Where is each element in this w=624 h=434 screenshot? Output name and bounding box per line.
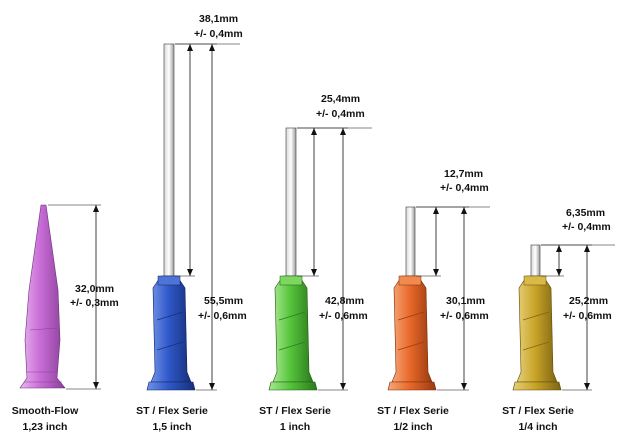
st-1-4-caption-size: 1/4 inch xyxy=(518,421,557,433)
st-1-2-total-tolerance: +/- 0,6mm xyxy=(440,310,489,322)
needle-1-2 xyxy=(405,206,416,277)
hub-1-4 xyxy=(516,275,558,383)
smooth-flow-caption-size: 1,23 inch xyxy=(23,421,68,433)
st-1-total-tolerance: +/- 0,6mm xyxy=(319,310,368,322)
st-1-caption-name: ST / Flex Serie xyxy=(259,405,331,417)
tip-st-flex-1-2: 12,7mm +/- 0,4mm 30,1mm +/- 0,6mm ST / F… xyxy=(377,168,490,433)
tip-st-flex-1: 25,4mm +/- 0,4mm 42,8mm +/- 0,6mm ST / F… xyxy=(259,93,372,433)
needle-1-5 xyxy=(163,43,175,277)
st-1-5-total-length: 55,5mm xyxy=(204,295,243,307)
hub-1-2 xyxy=(391,275,433,383)
st-1-total-length: 42,8mm xyxy=(325,295,364,307)
st-1-5-needle-tolerance: +/- 0,4mm xyxy=(194,28,243,40)
smooth-flow-cone xyxy=(19,204,66,389)
st-1-needle-length: 25,4mm xyxy=(321,93,360,105)
tip-smooth-flow: 32,0mm +/- 0,3mm Smooth-Flow 1,23 inch xyxy=(12,204,119,433)
tip-st-flex-1-5: 38,1mm +/- 0,4mm 55,5mm +/- 0,6mm ST / F… xyxy=(136,13,247,433)
st-1-4-needle-tolerance: +/- 0,4mm xyxy=(562,221,611,233)
needle-1-4 xyxy=(530,244,541,277)
st-1-caption-size: 1 inch xyxy=(280,421,310,433)
st-1-2-total-length: 30,1mm xyxy=(446,295,485,307)
st-1-needle-tolerance: +/- 0,4mm xyxy=(316,108,365,120)
st-1-5-needle-length: 38,1mm xyxy=(199,13,238,25)
st-1-2-needle-tolerance: +/- 0,4mm xyxy=(440,182,489,194)
st-1-2-caption-size: 1/2 inch xyxy=(393,421,432,433)
st-1-4-total-length: 25,2mm xyxy=(569,295,608,307)
hub-1 xyxy=(272,275,314,383)
st-1-5-caption-size: 1,5 inch xyxy=(152,421,191,433)
st-1-5-caption-name: ST / Flex Serie xyxy=(136,405,208,417)
st-1-4-caption-name: ST / Flex Serie xyxy=(502,405,574,417)
hub-1-5 xyxy=(150,275,192,383)
needle-1 xyxy=(285,127,297,277)
st-1-5-total-tolerance: +/- 0,6mm xyxy=(198,310,247,322)
st-1-2-needle-length: 12,7mm xyxy=(444,168,483,180)
smooth-flow-total-length: 32,0mm xyxy=(75,283,114,295)
tip-st-flex-1-4: 6,35mm +/- 0,4mm 25,2mm +/- 0,6mm ST / F… xyxy=(502,207,615,433)
smooth-flow-total-tolerance: +/- 0,3mm xyxy=(70,297,119,309)
st-1-4-needle-length: 6,35mm xyxy=(566,207,605,219)
st-1-4-total-tolerance: +/- 0,6mm xyxy=(563,310,612,322)
st-1-2-caption-name: ST / Flex Serie xyxy=(377,405,449,417)
smooth-flow-caption-name: Smooth-Flow xyxy=(12,405,79,417)
